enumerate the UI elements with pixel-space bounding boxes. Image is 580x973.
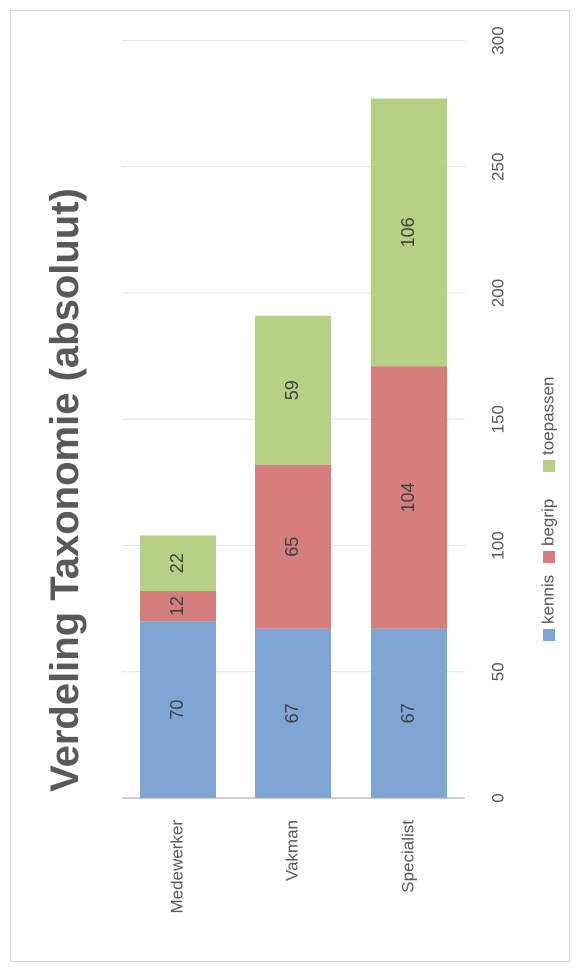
- bar-begrip-medewerker: [140, 590, 216, 622]
- data-label-toepassen-medewerker: 22: [167, 553, 187, 573]
- tick-labels: 0 50 100 150 200 250 300: [488, 26, 507, 802]
- data-label-begrip-medewerker: 12: [167, 596, 187, 616]
- tick-label-50: 50: [488, 662, 507, 681]
- chart-title: Verdeling Taxonomie (absoluut): [43, 188, 87, 792]
- data-label-begrip-vakman: 65: [282, 537, 302, 557]
- bar-kennis-vakman: [255, 628, 331, 798]
- bar-begrip-specialist: [371, 366, 447, 629]
- tick-label-100: 100: [488, 531, 507, 559]
- category-label-specialist: Specialist: [398, 820, 417, 893]
- category-labels: Medewerker Vakman Specialist: [167, 820, 417, 914]
- data-label-kennis-medewerker: 70: [167, 700, 187, 720]
- bar-kennis-specialist: [371, 628, 447, 798]
- tick-label-150: 150: [488, 405, 507, 433]
- legend-label-toepassen: toepassen: [538, 377, 557, 455]
- legend-label-begrip: begrip: [538, 499, 557, 546]
- data-labels: 70 12 22 67 65 59 67 104 106: [167, 217, 418, 723]
- data-label-kennis-specialist: 67: [398, 703, 418, 723]
- tick-label-0: 0: [488, 793, 507, 802]
- bars: [140, 98, 447, 798]
- legend-swatch-toepassen: [543, 460, 555, 472]
- data-label-toepassen-specialist: 106: [398, 217, 418, 247]
- data-label-kennis-vakman: 67: [282, 703, 302, 723]
- data-label-begrip-specialist: 104: [398, 483, 418, 513]
- tick-label-250: 250: [488, 153, 507, 181]
- data-label-toepassen-vakman: 59: [282, 380, 302, 400]
- bar-toepassen-medewerker: [140, 535, 216, 591]
- legend-label-kennis: kennis: [538, 575, 557, 624]
- category-label-vakman: Vakman: [282, 820, 301, 881]
- bar-toepassen-vakman: [255, 315, 331, 465]
- legend: kennis begrip toepassen: [538, 377, 557, 641]
- tick-label-200: 200: [488, 279, 507, 307]
- bar-toepassen-specialist: [371, 98, 447, 367]
- legend-swatch-kennis: [543, 629, 555, 641]
- bar-begrip-vakman: [255, 464, 331, 629]
- category-label-medewerker: Medewerker: [167, 820, 186, 914]
- bar-kennis-medewerker: [140, 621, 216, 798]
- legend-swatch-begrip: [543, 551, 555, 563]
- tick-label-300: 300: [488, 26, 507, 54]
